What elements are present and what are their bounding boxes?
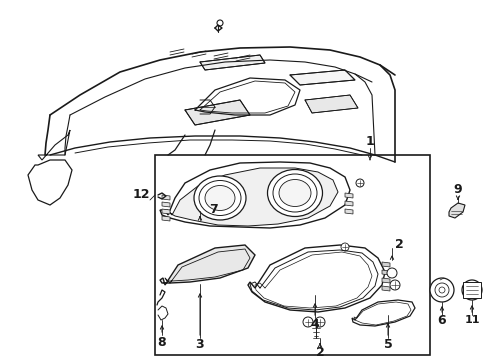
Polygon shape [247,245,384,312]
Text: 2: 2 [315,346,324,359]
Text: 8: 8 [157,337,166,350]
Polygon shape [162,209,170,214]
Circle shape [434,283,448,297]
Bar [155,155,429,355]
Polygon shape [289,70,354,85]
Ellipse shape [189,194,210,206]
Polygon shape [38,130,70,160]
Ellipse shape [204,185,235,211]
Circle shape [386,268,396,278]
Circle shape [314,317,325,327]
Text: 9: 9 [453,184,461,197]
Circle shape [438,287,444,293]
Polygon shape [160,245,254,285]
Ellipse shape [279,180,310,207]
Ellipse shape [267,170,322,216]
Circle shape [389,280,399,290]
Ellipse shape [272,174,316,212]
Text: 7: 7 [208,203,217,216]
Polygon shape [28,160,72,205]
Text: 2: 2 [394,238,403,251]
Polygon shape [200,55,264,70]
Polygon shape [305,95,357,113]
Polygon shape [164,168,337,226]
Text: 6: 6 [437,314,446,327]
Polygon shape [160,162,349,228]
Polygon shape [162,202,170,207]
Polygon shape [162,216,170,221]
Polygon shape [351,300,414,326]
Circle shape [303,317,312,327]
Text: 1: 1 [365,135,374,148]
Circle shape [429,278,453,302]
Circle shape [355,179,363,187]
Text: 5: 5 [383,338,391,351]
Polygon shape [448,203,464,218]
Circle shape [461,280,481,300]
Text: 3: 3 [195,338,204,351]
Polygon shape [184,100,249,125]
Polygon shape [345,193,352,198]
Circle shape [158,187,165,195]
Polygon shape [381,278,389,283]
Polygon shape [381,270,389,275]
Circle shape [340,243,348,251]
Ellipse shape [194,176,245,220]
Polygon shape [162,195,170,200]
Text: 4: 4 [310,318,319,330]
Polygon shape [381,262,389,267]
Polygon shape [345,201,352,206]
Text: 12: 12 [132,189,149,202]
Circle shape [465,284,477,296]
Polygon shape [381,286,389,291]
Ellipse shape [193,197,206,203]
Ellipse shape [199,180,241,216]
Circle shape [217,20,223,26]
Polygon shape [462,282,480,298]
Polygon shape [345,209,352,214]
Circle shape [160,321,165,327]
Text: 11: 11 [463,315,479,325]
